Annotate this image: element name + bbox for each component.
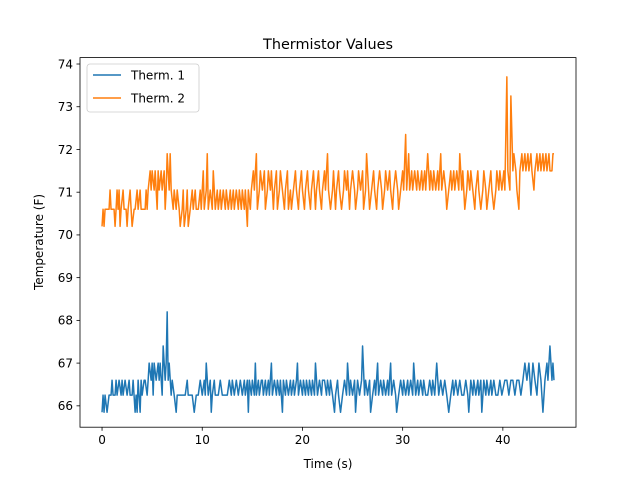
- axes-frame: [79, 57, 577, 428]
- x-tick-label: 40: [495, 433, 510, 447]
- x-tick-label: 10: [195, 433, 210, 447]
- legend-label-therm-2: Therm. 2: [130, 92, 185, 106]
- y-tick-label: 68: [58, 314, 73, 328]
- series-line-therm-1: [101, 311, 555, 413]
- x-axis-label: Time (s): [303, 457, 353, 471]
- y-axis-label: Temperature (F): [32, 194, 46, 291]
- y-tick-label: 67: [58, 356, 73, 370]
- plot-lines: [101, 76, 555, 413]
- chart-title: Thermistor Values: [262, 37, 393, 53]
- x-tick-label: 30: [395, 433, 410, 447]
- y-tick-label: 73: [58, 100, 73, 114]
- x-tick-label: 0: [98, 433, 106, 447]
- y-tick-label: 66: [58, 399, 73, 413]
- x-tick-label: 20: [295, 433, 310, 447]
- legend: Therm. 1 Therm. 2: [86, 63, 200, 113]
- y-tick-label: 70: [58, 228, 73, 242]
- series-line-therm-2: [101, 76, 554, 228]
- y-tick-label: 71: [58, 185, 73, 199]
- y-axis-ticks: 66 67 68 69 70 71 72 73 74: [58, 57, 80, 413]
- legend-label-therm-1: Therm. 1: [130, 69, 185, 83]
- x-axis-ticks: 0 10 20 30 40: [98, 427, 510, 447]
- y-tick-label: 72: [58, 143, 73, 157]
- y-tick-label: 74: [58, 57, 73, 71]
- y-tick-label: 69: [58, 271, 73, 285]
- legend-box: [86, 63, 200, 113]
